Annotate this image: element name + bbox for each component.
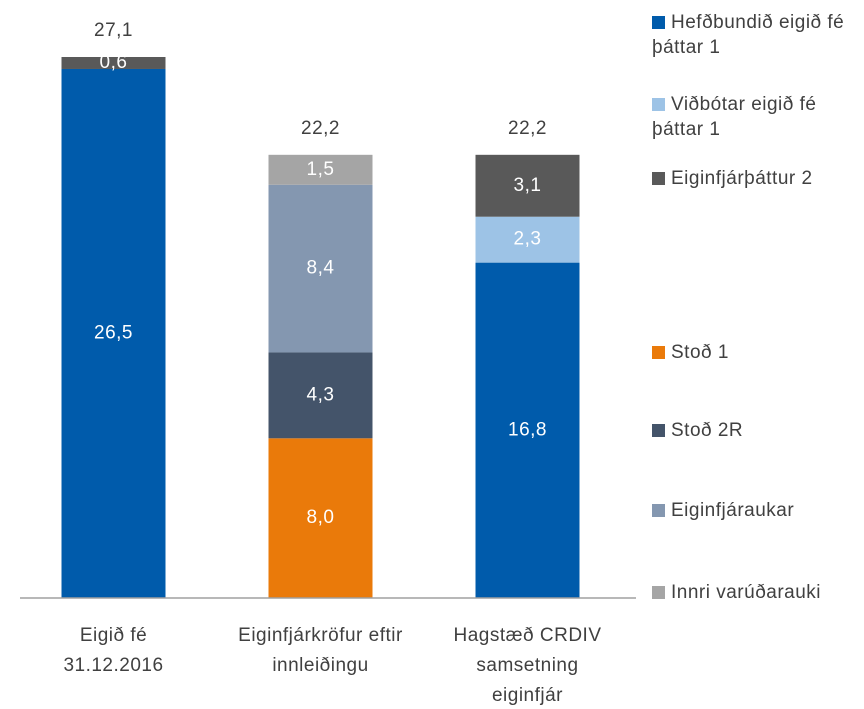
- legend-item: Stoð 2R: [652, 418, 862, 443]
- x-tick-label-line: Eiginfjárkröfur eftir: [238, 625, 403, 646]
- bar-segment: [268, 438, 373, 598]
- x-tick-label-line: 31.12.2016: [63, 655, 163, 676]
- bar-segment: [61, 68, 166, 599]
- x-tick-label-line: samsetning: [476, 655, 578, 676]
- bar-segment: [475, 262, 580, 598]
- x-tick-label: Eigið fé 31.12.2016: [63, 625, 163, 676]
- bar-segment: [61, 57, 166, 69]
- value-label: 26,5: [94, 323, 133, 344]
- legend-item: Stoð 1: [652, 340, 862, 365]
- legend-swatch: [652, 586, 665, 599]
- legend-item: Hefðbundið eigið fé þáttar 1: [652, 10, 862, 60]
- total-label: 27,1: [94, 20, 133, 41]
- legend-label: Innri varúðarauki: [671, 582, 822, 603]
- legend-item: Innri varúðarauki: [652, 580, 862, 605]
- legend-label: Viðbótar eigið fé þáttar 1: [652, 94, 817, 140]
- value-label: 1,5: [307, 159, 335, 180]
- bar-segment: [475, 154, 580, 217]
- x-tick-label-line: Eigið fé: [80, 625, 147, 646]
- legend-label: Eiginfjárþáttur 2: [671, 168, 813, 189]
- legend-swatch: [652, 346, 665, 359]
- value-label: 0,6: [100, 52, 128, 73]
- total-label: 22,2: [301, 118, 340, 139]
- x-tick-label: Eiginfjárkröfur eftir innleiðingu: [238, 625, 403, 676]
- bar-segment: [268, 184, 373, 353]
- legend-swatch: [652, 172, 665, 185]
- legend-swatch: [652, 504, 665, 517]
- x-tick-label: Hagstæð CRDIV samsetning eiginfjár: [454, 625, 602, 706]
- x-tick-label-line: eiginfjár: [492, 685, 563, 706]
- value-label: 3,1: [514, 175, 542, 196]
- legend-label: Eiginfjáraukar: [671, 500, 795, 521]
- value-label: 2,3: [514, 229, 542, 250]
- x-tick-label-line: innleiðingu: [272, 655, 368, 676]
- value-label: 16,8: [508, 419, 547, 440]
- bar-segment: [475, 216, 580, 263]
- legend-item: Eiginfjárþáttur 2: [652, 166, 862, 191]
- legend-swatch: [652, 98, 665, 111]
- x-tick-label-line: Hagstæð CRDIV: [454, 625, 602, 646]
- legend-label: Stoð 1: [671, 342, 729, 363]
- legend-item: Viðbótar eigið fé þáttar 1: [652, 92, 862, 142]
- value-label: 4,3: [307, 384, 335, 405]
- legend-item: Eiginfjáraukar: [652, 498, 862, 523]
- legend-label: Hefðbundið eigið fé þáttar 1: [652, 12, 845, 58]
- bar-segment: [268, 352, 373, 439]
- legend-swatch: [652, 16, 665, 29]
- bar-segment: [268, 154, 373, 185]
- value-label: 8,0: [307, 507, 335, 528]
- legend-label: Stoð 2R: [671, 420, 744, 441]
- value-label: 8,4: [307, 258, 335, 279]
- legend-swatch: [652, 424, 665, 437]
- chart: 26,5 0,6 27,1 Eigið fé 31.12.2016 8,0 4,3 8,4 1,…: [20, 20, 636, 706]
- total-label: 22,2: [508, 118, 547, 139]
